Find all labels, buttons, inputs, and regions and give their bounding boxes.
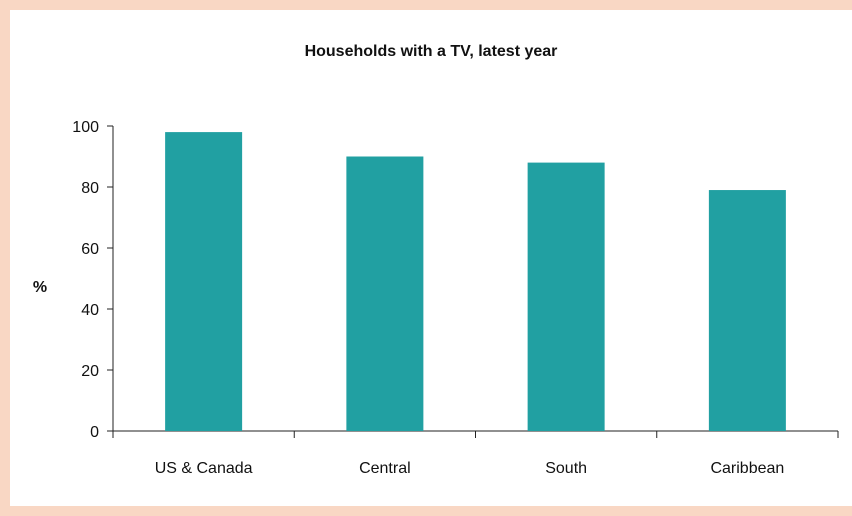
x-tick-label: Caribbean	[710, 460, 784, 477]
y-tick-label: 20	[81, 363, 99, 380]
x-tick-label: US & Canada	[155, 460, 253, 477]
bar-south	[527, 162, 605, 431]
y-tick-label: 40	[81, 302, 99, 319]
y-tick-label: 60	[81, 241, 99, 258]
y-tick-label: 100	[72, 119, 99, 136]
chart-title: Households with a TV, latest year	[304, 43, 558, 60]
y-tick-label: 0	[90, 424, 99, 441]
bar-caribbean	[708, 190, 786, 431]
bar-central	[346, 156, 424, 431]
y-axis-label: %	[33, 279, 47, 296]
bar-chart: % 0 20 40 60 80 100 US & Canada Central South Car…	[33, 119, 839, 477]
chart-panel: Households with a TV, latest year % 0 20 4…	[10, 10, 852, 506]
y-tick-label: 80	[81, 180, 99, 197]
x-tick-label: Central	[359, 460, 411, 477]
x-tick-label: South	[545, 460, 587, 477]
bar-us-canada	[165, 132, 243, 431]
